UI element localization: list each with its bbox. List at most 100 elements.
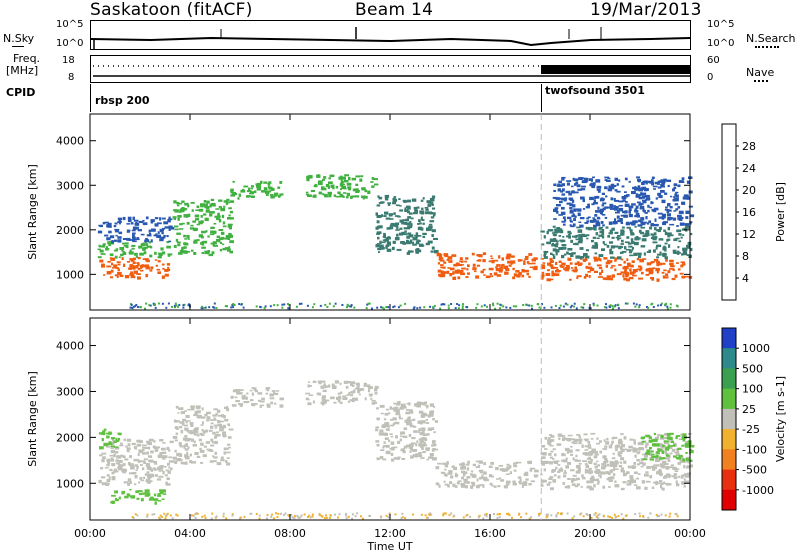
power-cell — [365, 307, 368, 310]
power-cell — [144, 239, 147, 243]
power-cell — [645, 230, 650, 234]
power-cell — [328, 181, 333, 184]
power-cell — [499, 266, 504, 269]
velocity-cell — [153, 513, 156, 516]
power-cell — [246, 195, 250, 198]
power-cell — [404, 302, 407, 305]
power-cell — [579, 177, 583, 179]
velocity-cell — [599, 450, 603, 454]
power-cell — [209, 204, 212, 208]
power-cell — [624, 302, 627, 305]
velocity-cell — [298, 516, 300, 519]
power-cell — [214, 215, 218, 218]
velocity-cell — [488, 465, 493, 468]
velocity-cell — [214, 435, 217, 439]
velocity-cell — [224, 406, 226, 409]
power-cell — [176, 241, 181, 244]
velocity-cell — [618, 438, 623, 442]
power-cell — [531, 262, 536, 265]
power-cell — [631, 203, 636, 206]
velocity-cell — [645, 451, 651, 455]
power-cell — [670, 265, 675, 268]
velocity-cell — [555, 515, 558, 518]
power-cell — [200, 242, 204, 245]
velocity-cell — [176, 514, 179, 517]
velocity-cell — [150, 468, 154, 472]
velocity-cell — [675, 435, 678, 440]
power-cell — [172, 216, 177, 219]
power-cell — [663, 269, 667, 272]
power-cell — [562, 216, 566, 220]
power-cell — [605, 264, 608, 268]
power-cell — [136, 306, 139, 308]
velocity-cell — [149, 467, 152, 471]
power-cell — [550, 229, 554, 232]
velocity-cell — [118, 496, 121, 500]
power-cell — [133, 219, 139, 222]
velocity-cell — [539, 512, 542, 515]
power-cell — [159, 238, 164, 242]
power-cell — [381, 214, 384, 217]
velocity-cell — [401, 512, 404, 515]
velocity-cell — [546, 483, 551, 486]
velocity-cell — [418, 451, 422, 455]
velocity-cell — [663, 440, 666, 443]
velocity-cell — [185, 414, 190, 418]
power-cell — [472, 263, 476, 267]
velocity-cell — [107, 461, 111, 465]
power-cell — [367, 302, 370, 305]
power-cell — [656, 262, 661, 265]
power-cell — [638, 229, 642, 233]
power-cell — [171, 305, 173, 308]
velocity-cell — [132, 517, 135, 519]
velocity-cell — [189, 460, 193, 464]
velocity-cell — [106, 435, 110, 439]
power-cell — [370, 181, 374, 183]
power-cell — [590, 178, 593, 182]
power-cell — [222, 225, 227, 228]
velocity-cell — [203, 445, 208, 448]
power-cell — [200, 215, 203, 218]
velocity-cell — [351, 384, 355, 387]
velocity-cell — [675, 453, 680, 457]
velocity-cell — [184, 455, 189, 459]
velocity-cell — [628, 480, 634, 484]
power-cell — [566, 303, 569, 306]
power-cell — [609, 203, 614, 208]
velocity-cell — [420, 403, 423, 405]
power-cell — [341, 183, 345, 186]
velocity-cell — [374, 385, 379, 389]
power-cell — [115, 267, 119, 269]
velocity-cell — [383, 418, 387, 421]
power-cell — [651, 176, 655, 179]
velocity-cell — [426, 517, 429, 519]
velocity-cell — [500, 479, 505, 482]
velocity-cell — [196, 410, 201, 414]
power-cell — [392, 200, 398, 202]
velocity-cell — [549, 445, 554, 447]
velocity-cell — [522, 483, 527, 486]
power-cell — [616, 190, 621, 193]
power-colorbar-tick-label: 8 — [742, 250, 749, 263]
velocity-cell — [586, 514, 589, 517]
velocity-cell — [667, 476, 671, 479]
power-cell — [255, 183, 260, 186]
power-cell — [667, 226, 671, 231]
power-cell — [246, 190, 252, 193]
power-cell — [540, 264, 545, 268]
velocity-cell — [337, 392, 341, 395]
velocity-cell — [610, 443, 613, 446]
power-cell — [340, 179, 343, 182]
power-cell — [406, 199, 411, 203]
velocity-cell — [156, 478, 162, 481]
power-cell — [219, 248, 223, 252]
velocity-cell — [651, 486, 655, 489]
velocity-cell — [196, 414, 202, 418]
power-cell — [161, 231, 164, 235]
power-cell — [210, 242, 215, 245]
velocity-cell — [201, 416, 206, 419]
power-cell — [145, 259, 150, 262]
power-cell — [491, 260, 495, 264]
velocity-cell — [608, 479, 613, 482]
power-cell — [576, 261, 580, 265]
